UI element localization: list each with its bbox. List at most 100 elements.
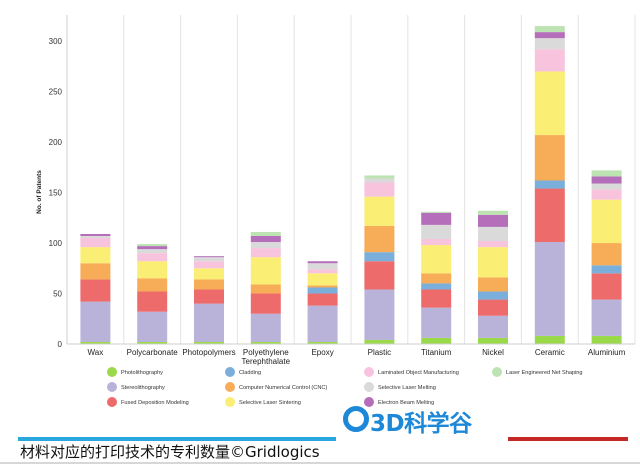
legend-label: Cladding (239, 370, 261, 376)
figure-caption: 材料对应的打印技术的专利数量©Gridlogics (20, 443, 320, 461)
bar-segment-photolithography (194, 341, 224, 344)
bar-segment-laser-engineered-net-shaping (137, 244, 168, 247)
bar-segment-selective-laser-melting (591, 183, 622, 190)
bar-segment-selective-laser-sintering (80, 247, 111, 264)
legend-item-laminated-object-manufacturing: Laminated Object Manufacturing (364, 367, 459, 377)
bar-segment-fused-deposition-modeling (421, 289, 452, 308)
bar-segment-cladding (534, 180, 565, 189)
bar-stack-ceramic (534, 26, 565, 344)
bar-segment-photolithography (478, 337, 508, 344)
bar-segment-computer-numerical-control-cnc (194, 279, 224, 290)
bar-segment-laser-engineered-net-shaping (364, 175, 395, 179)
bar-segment-fused-deposition-modeling (137, 291, 168, 312)
logo-ring-icon (343, 406, 369, 432)
x-tick-label: Wax (88, 348, 104, 357)
legend-swatch (364, 397, 374, 407)
bar-segment-photolithography (534, 335, 565, 344)
bar-segment-selective-laser-sintering (478, 247, 508, 278)
legend-label: Photolithography (121, 370, 163, 376)
bar-stack-titanium (421, 211, 452, 344)
bar-segment-laminated-object-manufacturing (250, 248, 281, 258)
bar-segment-laser-engineered-net-shaping (591, 170, 622, 177)
bar-segment-stereolithography (591, 299, 622, 336)
logo-text: 3D科学谷 (370, 411, 472, 437)
bar-segment-laminated-object-manufacturing (478, 241, 508, 248)
bar-stack-epoxy (307, 261, 338, 344)
bar-segment-photolithography (364, 339, 395, 344)
bar-segment-electron-beam-melting (534, 32, 565, 39)
y-tick-label: 200 (49, 138, 63, 147)
x-axis: Wax Polycarbonate Photopolymers Polyethylen… (67, 343, 635, 366)
y-tick-label: 250 (49, 88, 63, 97)
legend-item-selective-laser-melting: Selective Laser Melting (364, 382, 436, 392)
x-tick-label: Plastic (368, 348, 392, 357)
bar-segment-laser-engineered-net-shaping (421, 211, 452, 213)
bar-segment-fused-deposition-modeling (307, 293, 338, 306)
legend-label: Laser Engineered Net Shaping (506, 370, 583, 376)
bar-segment-electron-beam-melting (80, 233, 111, 236)
bar-segment-selective-laser-sintering (137, 261, 168, 279)
legend-swatch (225, 367, 235, 377)
legend-swatch (225, 382, 235, 392)
bar-segment-fused-deposition-modeling (364, 261, 395, 290)
bar-segment-selective-laser-melting (364, 178, 395, 183)
bar-stack-nickel (478, 210, 508, 344)
bar-segment-cladding (364, 252, 395, 262)
legend-item-photolithography: Photolithography (107, 367, 163, 377)
bar-segment-laminated-object-manufacturing (80, 238, 111, 248)
legend-label: Selective Laser Melting (378, 385, 436, 391)
x-tick-label: Polyethylene Terephthalate (242, 348, 291, 366)
bar-segment-laminated-object-manufacturing (194, 261, 224, 269)
bar-segment-stereolithography (307, 305, 338, 342)
bottom-divider (0, 462, 640, 464)
bar-segment-laminated-object-manufacturing (591, 189, 622, 200)
bar-segment-stereolithography (250, 313, 281, 342)
bar-segment-electron-beam-melting (307, 261, 338, 264)
bar-segment-photolithography (421, 337, 452, 344)
bar-segment-fused-deposition-modeling (80, 279, 111, 302)
bar-segment-selective-laser-melting (307, 263, 338, 270)
bar-segment-selective-laser-melting (80, 235, 111, 239)
bar-segment-selective-laser-sintering (194, 268, 224, 280)
bar-segment-selective-laser-melting (421, 224, 452, 240)
bar-segment-electron-beam-melting (478, 214, 508, 227)
bar-segment-stereolithography (364, 289, 395, 340)
bar-segment-laminated-object-manufacturing (534, 49, 565, 72)
legend-item-cladding: Cladding (225, 367, 261, 377)
x-tick-label: Polycarbonate (127, 348, 179, 357)
caption-rule-red (508, 437, 628, 441)
legend-swatch (107, 397, 117, 407)
bars (80, 26, 622, 344)
bar-segment-fused-deposition-modeling (591, 273, 622, 300)
legend-swatch (225, 397, 235, 407)
bar-segment-electron-beam-melting (250, 235, 281, 243)
x-tick-label: Nickel (482, 348, 504, 357)
bar-stack-aluminium (591, 170, 622, 344)
bar-segment-laser-engineered-net-shaping (534, 26, 565, 33)
y-tick-label: 150 (49, 189, 63, 198)
bar-stack-plastic (364, 175, 395, 344)
bar-segment-electron-beam-melting (421, 212, 452, 225)
bar-segment-computer-numerical-control-cnc (250, 284, 281, 294)
bar-segment-selective-laser-sintering (364, 196, 395, 226)
bar-segment-laminated-object-manufacturing (137, 253, 168, 262)
bar-segment-computer-numerical-control-cnc (478, 277, 508, 292)
legend-swatch (364, 382, 374, 392)
y-tick-label: 300 (49, 37, 63, 46)
y-axis: 0 50 100 150 200 250 300 (49, 15, 68, 349)
legend-label: Electron Beam Melting (378, 400, 434, 406)
bar-segment-computer-numerical-control-cnc (421, 273, 452, 284)
x-tick-label: Ceramic (535, 348, 565, 357)
bar-segment-stereolithography (194, 303, 224, 342)
bar-segment-electron-beam-melting (137, 246, 168, 250)
bar-stack-photopolymers (194, 256, 224, 344)
bar-segment-photolithography (80, 341, 111, 344)
bar-segment-cladding (421, 283, 452, 290)
bar-segment-cladding (478, 291, 508, 300)
bar-segment-selective-laser-melting (194, 257, 224, 262)
bar-segment-computer-numerical-control-cnc (80, 263, 111, 280)
bar-segment-laser-engineered-net-shaping (478, 210, 508, 215)
legend-label: Computer Numerical Control (CNC) (239, 385, 327, 391)
x-tick-label: Titanium (421, 348, 452, 357)
bar-segment-fused-deposition-modeling (194, 289, 224, 304)
